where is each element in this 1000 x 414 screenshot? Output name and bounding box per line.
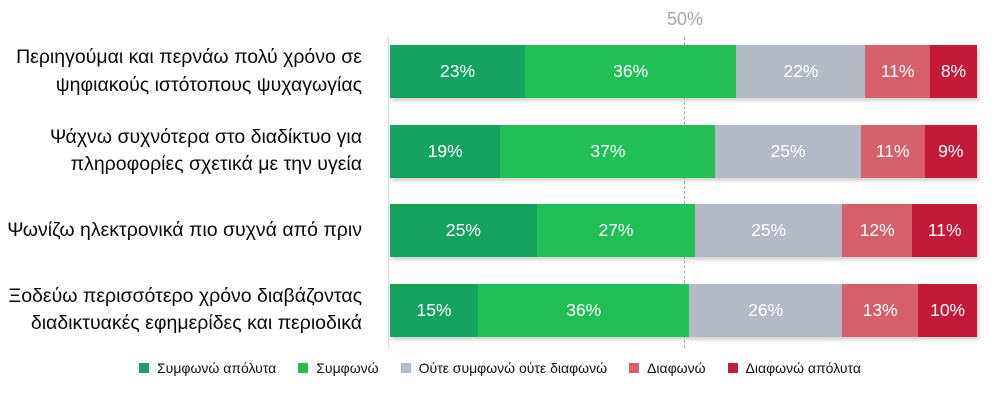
- segment-value-label: 27%: [598, 220, 634, 241]
- chart-row: Ξοδεύω περισσότερο χρόνο διαβάζοντας δια…: [0, 283, 977, 337]
- stacked-bar: 25% 27% 25% 12% 11%: [390, 204, 977, 258]
- legend-label: Διαφωνώ απόλυτα: [745, 360, 861, 376]
- legend: Συμφωνώ απόλυτα Συμφωνώ Ούτε συμφωνώ ούτε …: [0, 360, 1000, 376]
- bar-segment: 11%: [860, 124, 925, 178]
- stacked-bar: 23% 36% 22% 11% 8%: [390, 45, 977, 98]
- bar-segment: 13%: [841, 283, 919, 337]
- segment-value-label: 10%: [930, 299, 966, 320]
- legend-label: Ούτε συμφωνώ ούτε διαφωνώ: [418, 360, 608, 376]
- segment-value-label: 36%: [613, 61, 649, 81]
- legend-swatch: [139, 363, 150, 373]
- segment-value-label: 9%: [938, 140, 964, 161]
- segment-value-label: 25%: [751, 220, 787, 241]
- segment-value-label: 11%: [927, 220, 962, 241]
- bar-rows: Περιηγούμαι και περνάω πολύ χρόνο σε ψηφ…: [0, 45, 977, 337]
- segment-value-label: 19%: [427, 140, 463, 161]
- legend-label: Συμφωνώ απόλυτα: [157, 360, 277, 376]
- legend-label: Συμφωνώ: [316, 360, 379, 376]
- legend-item: Συμφωνώ απόλυτα: [139, 360, 276, 376]
- bar-segment: 25%: [715, 124, 861, 178]
- segment-value-label: 22%: [783, 61, 819, 81]
- chart-row: Περιηγούμαι και περνάω πολύ χρόνο σε ψηφ…: [0, 45, 977, 98]
- bar-segment: 10%: [918, 283, 977, 337]
- legend-item: Διαφωνώ απόλυτα: [727, 360, 861, 376]
- bar-segment: 36%: [525, 45, 737, 98]
- chart-row: Ψωνίζω ηλεκτρονικά πιο συχνά από πριν 25%…: [0, 204, 977, 258]
- gridline-label: 50%: [666, 9, 704, 29]
- bar-segment: 36%: [478, 283, 690, 337]
- bar-segment: 19%: [390, 124, 501, 178]
- bar-segment: 25%: [695, 204, 842, 258]
- bar-segment: 12%: [841, 204, 913, 258]
- segment-value-label: 36%: [566, 299, 602, 320]
- y-axis-line: [388, 37, 389, 349]
- stacked-bar: 19% 37% 25% 11% 9%: [390, 124, 977, 178]
- bar-segment: 8%: [930, 45, 977, 98]
- chart-row: Ψάχνω συχνότερα στο διαδίκτυο για πληροφ…: [0, 124, 977, 178]
- bar-segment: 11%: [912, 204, 977, 258]
- segment-value-label: 25%: [445, 220, 481, 241]
- legend-swatch: [629, 363, 640, 373]
- bar-segment: 15%: [390, 283, 479, 337]
- legend-swatch: [400, 363, 411, 373]
- bar-segment: 27%: [536, 204, 696, 258]
- segment-value-label: 11%: [875, 140, 910, 161]
- segment-value-label: 23%: [439, 61, 476, 81]
- bar-segment: 22%: [736, 45, 866, 98]
- bar-segment: 26%: [689, 283, 842, 337]
- bar-segment: 11%: [865, 45, 930, 98]
- segment-value-label: 11%: [880, 61, 915, 81]
- segment-value-label: 8%: [940, 61, 967, 81]
- category-label: Ξοδεύω περισσότερο χρόνο διαβάζοντας δια…: [8, 285, 362, 335]
- gridline-50pct: [684, 37, 685, 348]
- segment-value-label: 25%: [770, 140, 806, 161]
- bar-segment: 37%: [500, 124, 716, 178]
- segment-value-label: 37%: [590, 140, 626, 161]
- segment-value-label: 13%: [862, 299, 898, 320]
- bar-segment: 9%: [924, 124, 977, 178]
- legend-item: Διαφωνώ: [629, 360, 706, 376]
- stacked-bar: 15% 36% 26% 13% 10%: [390, 283, 977, 337]
- legend-swatch: [727, 363, 738, 373]
- category-label: Ψάχνω συχνότερα στο διαδίκτυο για πληροφ…: [50, 125, 362, 176]
- bar-segment: 23%: [390, 45, 525, 98]
- legend-label: Διαφωνώ: [647, 360, 706, 376]
- legend-item: Συμφωνώ: [298, 360, 379, 376]
- category-label: Περιηγούμαι και περνάω πολύ χρόνο σε ψηφ…: [16, 46, 362, 96]
- legend-item: Ούτε συμφωνώ ούτε διαφωνώ: [400, 360, 608, 376]
- segment-value-label: 12%: [859, 220, 895, 241]
- category-label: Ψωνίζω ηλεκτρονικά πιο συχνά από πριν: [7, 219, 362, 242]
- segment-value-label: 15%: [416, 299, 452, 320]
- legend-swatch: [298, 363, 309, 373]
- segment-value-label: 26%: [748, 299, 784, 320]
- bar-segment: 25%: [390, 204, 537, 258]
